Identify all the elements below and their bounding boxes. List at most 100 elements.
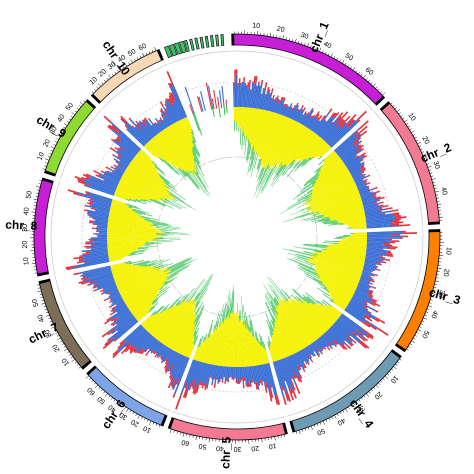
tick-mark [89, 377, 92, 381]
tick-mark [319, 47, 322, 52]
red-bar [361, 167, 366, 171]
yellow-bar [274, 326, 289, 358]
yellow-bar [110, 204, 133, 211]
blue-bar [87, 191, 113, 201]
red-bar [144, 348, 148, 353]
band-cap [428, 229, 440, 233]
yellow-bar [140, 315, 152, 326]
tick-mark [173, 430, 175, 433]
tick-mark [45, 162, 48, 164]
blue-bar [161, 346, 169, 357]
green-bar [269, 331, 272, 338]
tick-mark [375, 384, 379, 389]
yellow-bar [202, 333, 212, 363]
blue-bar [162, 348, 172, 363]
blue-bar [85, 184, 115, 196]
blue-bar [241, 81, 244, 108]
green-bar [158, 172, 171, 183]
red-bar [120, 345, 130, 355]
chromosome-label: chr_4 [347, 396, 377, 431]
red-bar [355, 329, 364, 337]
yellow-bar [108, 214, 152, 224]
blue-bar [71, 260, 110, 270]
yellow-bar [245, 107, 250, 136]
red-bar [375, 274, 378, 277]
green-bar [300, 157, 311, 168]
green-bar [269, 325, 274, 336]
yellow-bar [354, 232, 367, 234]
blue-bar [276, 360, 289, 395]
yellow-bar [148, 305, 174, 334]
yellow-bar [181, 118, 193, 141]
blue-bar [366, 248, 391, 253]
red-bar [192, 388, 196, 394]
yellow-bar [322, 153, 338, 166]
blue-bar [92, 247, 108, 250]
red-bar [397, 224, 411, 227]
blue-bar [356, 182, 365, 188]
green-bar [282, 248, 312, 257]
red-bar [137, 347, 143, 354]
yellow-bar [232, 312, 235, 367]
yellow-bar [281, 126, 307, 166]
red-bar [160, 114, 164, 119]
blue-bar [254, 83, 260, 109]
yellow-bar [281, 298, 315, 343]
yellow-bar [171, 124, 197, 167]
yellow-bar [266, 116, 289, 168]
blue-bar [333, 129, 359, 152]
tick-mark [413, 337, 416, 340]
yellow-bar [184, 336, 195, 357]
yellow-bar [295, 298, 327, 333]
blue-bar [155, 344, 165, 356]
blue-bar [308, 344, 315, 352]
red-bar [320, 349, 323, 352]
red-bar [107, 339, 109, 342]
green-bar [268, 341, 271, 347]
green-bar [247, 144, 251, 160]
red-bar [268, 89, 271, 94]
yellow-bar [114, 265, 157, 283]
yellow-bar [304, 180, 355, 206]
red-bar [294, 104, 297, 107]
yellow-bar [130, 292, 159, 313]
red-bar [117, 340, 127, 349]
red-bar [375, 317, 386, 324]
yellow-bar [214, 321, 224, 366]
yellow-bar [326, 305, 341, 317]
band-cap [44, 170, 56, 177]
blue-bar [292, 111, 298, 121]
red-bar [288, 106, 290, 108]
red-bar [364, 302, 368, 306]
blue-bar [102, 286, 118, 295]
green-bar [253, 153, 259, 169]
red-bar [95, 209, 96, 212]
blue-bar [362, 269, 372, 274]
blue-bar [239, 366, 242, 380]
blue-bar [110, 319, 138, 343]
blue-bar [365, 213, 392, 219]
green-bar [317, 300, 324, 307]
band-cap [428, 221, 440, 225]
red-bar [371, 280, 375, 283]
blue-bar [346, 157, 364, 169]
yellow-bar [294, 132, 316, 161]
tick-mark [285, 37, 287, 41]
red-bar [301, 109, 304, 111]
tick-mark [208, 438, 210, 443]
yellow-bar [285, 129, 311, 166]
yellow-bar [115, 188, 142, 200]
blue-bar [234, 82, 237, 108]
blue-bar [191, 360, 199, 381]
green-bar [301, 267, 317, 275]
yellow-bar [113, 194, 127, 200]
green-bar [195, 276, 213, 305]
red-bar [218, 378, 221, 383]
tick-mark [423, 317, 428, 320]
red-bar [381, 248, 384, 251]
red-bar [103, 115, 112, 124]
green-bar [195, 169, 199, 175]
blue-bar [276, 99, 283, 114]
yellow-bar [260, 112, 277, 160]
blue-bar [350, 166, 362, 174]
